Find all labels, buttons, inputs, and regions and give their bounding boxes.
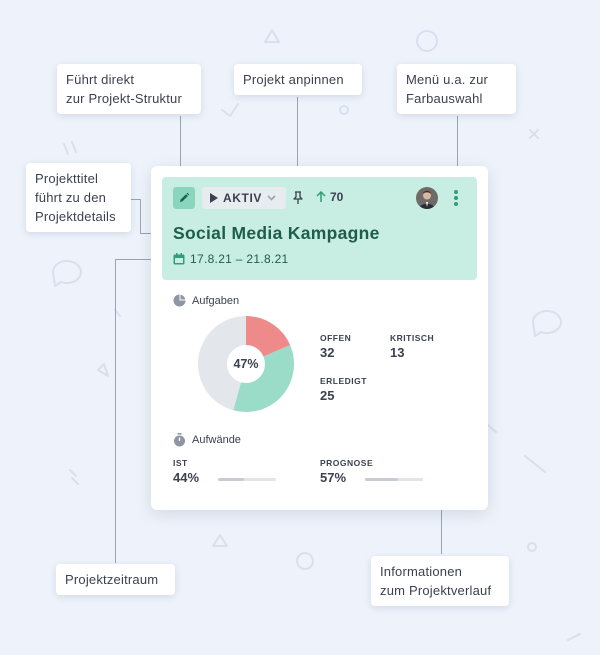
play-icon [210,193,218,203]
efforts-section-label: Aufwände [173,433,241,447]
leader-line-title-v [140,199,141,233]
callout-edit: Führt direkt zur Projekt-Struktur [57,64,201,114]
project-title-link[interactable]: Social Media Kampagne [173,223,380,243]
edit-structure-button[interactable] [173,187,195,209]
stat-done: ERLEDIGT 25 [320,376,367,403]
upvote-button[interactable]: 70 [316,190,343,204]
status-label: AKTIV [223,191,262,205]
tasks-section-label: Aufgaben [173,294,239,307]
leader-line-period-v [115,259,116,563]
status-dropdown[interactable]: AKTIV [202,187,286,209]
leader-line-menu [457,116,458,186]
project-card-header: AKTIV 70 Social Media Kampagne [162,177,477,280]
stat-forecast-effort: PROGNOSE 57% [320,458,374,485]
callout-info: Informationen zum Projektverlauf [371,556,509,606]
stat-open: OFFEN 32 [320,333,352,360]
donut-segment-open [198,316,246,411]
pie-chart-icon [173,294,186,307]
callout-title: Projekttitel führt zu den Projektdetails [26,163,131,232]
callout-menu: Menü u.a. zur Farbauswahl [397,64,516,114]
date-range-text: 17.8.21 – 21.8.21 [190,252,289,266]
donut-segment-done [233,345,294,412]
leader-line-period-h [115,259,170,260]
tasks-donut-chart [198,316,294,412]
forecast-effort-bar [365,478,423,481]
donut-segment-critical [246,316,291,357]
stat-actual-effort: IST 44% [173,458,200,485]
calendar-icon [173,253,185,265]
avatar[interactable] [416,187,438,209]
pin-icon[interactable] [292,191,304,205]
kebab-menu-icon[interactable] [452,188,460,208]
arrow-up-icon [316,191,326,202]
pencil-icon [180,192,190,202]
project-date-range: 17.8.21 – 21.8.21 [173,252,289,266]
actual-effort-bar [218,478,276,481]
stat-critical: KRITISCH 13 [390,333,435,360]
callout-pin: Projekt anpinnen [234,64,362,95]
tasks-percent: 47% [233,357,259,371]
chevron-down-icon [267,195,276,201]
leader-line-pin [297,97,298,187]
leader-line-edit [180,116,181,184]
callout-period: Projektzeitraum [56,564,175,595]
upvote-count: 70 [330,190,344,204]
stopwatch-icon [174,433,185,447]
project-card: AKTIV 70 Social Media Kampagne [151,166,488,510]
leader-line-title-h [130,199,140,200]
